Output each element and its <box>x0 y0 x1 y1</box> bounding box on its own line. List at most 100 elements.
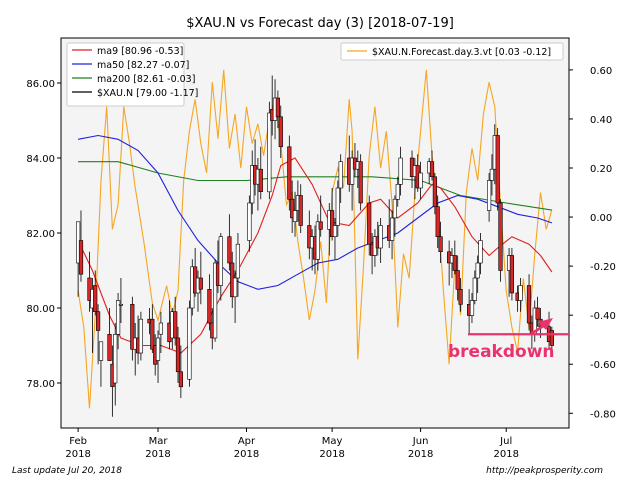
candle <box>438 221 443 263</box>
candle <box>258 146 263 200</box>
candle <box>116 293 121 350</box>
legend-left-box <box>66 42 185 107</box>
candle-body-up <box>98 341 104 361</box>
candle <box>227 214 232 271</box>
candle <box>107 308 112 361</box>
candle <box>535 296 540 327</box>
source-url: http://peakprosperity.com <box>486 466 603 476</box>
candle-body-down <box>432 176 438 208</box>
candle-body-up <box>233 277 238 298</box>
candle-body-down <box>535 307 540 320</box>
legend-left: ma9 [80.96 -0.53] ma50 [82.27 -0.07] ma200… <box>66 42 198 107</box>
candle-body-up <box>292 210 298 222</box>
candle-body-up <box>155 337 161 361</box>
candle <box>175 326 181 383</box>
candle-body-down <box>498 202 503 271</box>
candle <box>187 300 192 387</box>
candle <box>526 274 532 331</box>
candle <box>395 176 400 207</box>
x-tick-month: Apr <box>238 436 256 447</box>
y-right-tick-label: 0.00 <box>590 213 612 224</box>
x-tick-year: 2018 <box>65 449 90 460</box>
candle <box>478 233 483 275</box>
legend-right: $XAU.N.Forecast.day.3.vt [0.03 -0.12] <box>340 42 564 61</box>
candle-body-up <box>138 318 144 354</box>
x-tick-month: Feb <box>69 436 87 447</box>
candle <box>458 278 463 312</box>
candle-body-down <box>175 337 181 373</box>
candle-body-up <box>116 300 121 335</box>
candle <box>392 195 398 237</box>
candle <box>275 90 281 128</box>
candle <box>96 304 101 365</box>
candle <box>278 105 283 158</box>
candle <box>207 274 212 331</box>
candle-body-up <box>218 236 223 286</box>
candle <box>475 255 480 293</box>
candle <box>418 161 423 200</box>
candle-body-down <box>130 303 135 350</box>
candle <box>498 199 503 282</box>
candle-body-up <box>335 187 340 226</box>
candle <box>173 296 178 346</box>
candle <box>78 210 84 282</box>
candle <box>495 128 500 211</box>
x-tick-year: 2018 <box>408 449 433 460</box>
candle-body-down <box>290 198 295 219</box>
candle-body-up <box>315 221 321 260</box>
candle <box>158 311 164 353</box>
candle <box>518 278 523 312</box>
candle <box>235 233 241 297</box>
candle <box>332 218 338 260</box>
candle <box>429 150 435 181</box>
candle-body-up <box>486 180 492 211</box>
candle-body-up <box>475 262 480 279</box>
candle-body-up <box>247 202 252 241</box>
candle <box>213 259 218 342</box>
candle <box>130 296 135 361</box>
candle-body-up <box>213 262 218 339</box>
candle-body-down <box>178 371 184 388</box>
candle <box>486 173 492 222</box>
legend-label: ma9 [80.96 -0.53] <box>97 46 183 57</box>
candle-body-up <box>392 198 398 219</box>
x-tick-month: May <box>322 436 343 447</box>
candle <box>378 218 383 263</box>
candle-body-down <box>358 161 363 204</box>
candle <box>432 173 438 215</box>
candle-body-up <box>469 300 475 316</box>
candle <box>367 195 372 256</box>
y-right-tick-label: -0.60 <box>590 360 616 371</box>
candle <box>398 146 403 196</box>
x-tick-year: 2018 <box>493 449 518 460</box>
candle <box>338 154 343 203</box>
candle-body-up <box>389 217 395 241</box>
candle-body-up <box>378 225 383 249</box>
legend-label: ma50 [82.27 -0.07] <box>97 60 189 71</box>
breakdown-arrow-head <box>538 318 553 330</box>
candle <box>315 214 321 271</box>
y-right-tick-label: -0.20 <box>590 262 616 273</box>
chart-title: $XAU.N vs Forecast day (3) [2018-07-19] <box>186 16 454 31</box>
candle <box>435 195 440 248</box>
candle-body-up <box>472 277 477 301</box>
candle-body-down <box>509 255 515 294</box>
candle-body-up <box>332 225 338 237</box>
candle-body-up <box>267 112 272 193</box>
y-right-tick-label: -0.80 <box>590 409 616 420</box>
candle <box>178 345 184 398</box>
candle-body-down <box>495 135 500 204</box>
candle-body-down <box>367 202 372 245</box>
axes: 78.00 80.00 82.00 84.00 86.00 0.60 0.40 0.20 0.0… <box>26 66 616 460</box>
candle <box>489 154 495 196</box>
candlesticks <box>76 75 554 417</box>
candle <box>98 341 104 387</box>
candle <box>233 270 238 323</box>
candle-body-down <box>258 168 263 192</box>
candle-body-up <box>518 285 523 301</box>
ma200-line <box>78 161 552 211</box>
candle-body-up <box>349 157 355 185</box>
candle <box>455 255 460 301</box>
candle <box>452 240 457 275</box>
